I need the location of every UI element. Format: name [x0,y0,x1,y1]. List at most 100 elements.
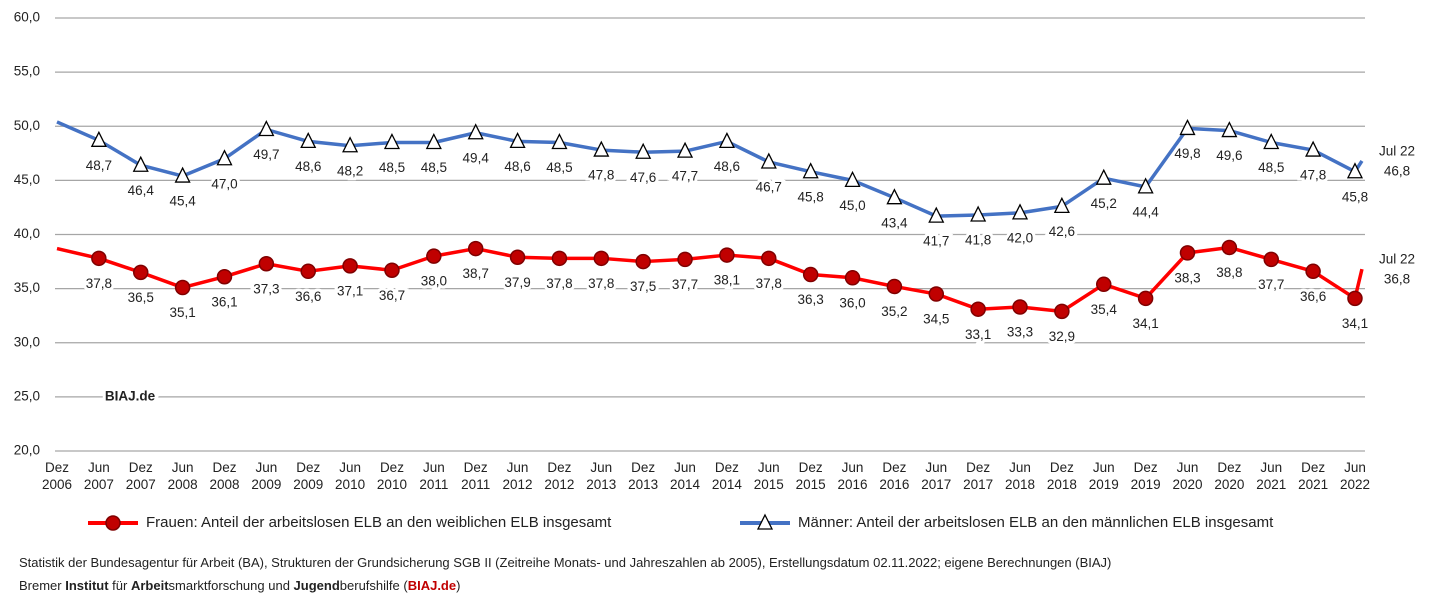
legend-label: Frauen: Anteil der arbeitslosen ELB an d… [146,514,612,531]
x-tick-label: Jun 2021 [1256,460,1287,492]
marker [467,123,484,140]
marker [174,166,191,183]
marker [1137,177,1154,194]
x-tick-label: Jun 2011 [419,460,449,492]
x-tick-label: Jun 2019 [1088,460,1119,492]
credit-part: berufshilfe ( [339,578,408,593]
x-tick-label: Dez 2012 [544,460,575,492]
x-tick-label: Dez 2019 [1130,460,1161,492]
x-tick-label: Jun 2017 [921,460,952,492]
x-tick-label: Jun 2007 [83,460,114,492]
x-tick-label: Dez 2018 [1046,460,1077,492]
x-tick-label: Jun 2009 [251,460,282,492]
credit-part: smarktforschung und [168,578,294,593]
marker [509,131,526,149]
credit-part: BIAJ.de [407,578,457,593]
credit-note: Bremer Institut für Arbeitsmarktforschun… [19,578,460,593]
value-label: 49,6 [1216,148,1242,163]
series-line [56,120,1364,218]
value-label: 34,1 [1342,316,1368,331]
value-label: 45,4 [169,194,196,209]
marker [90,130,107,147]
value-label: 45,8 [798,189,824,204]
marker [342,258,358,274]
marker [1346,162,1364,179]
marker [676,141,694,158]
latest-label: Jul 22 [1379,143,1415,158]
marker [1096,276,1112,293]
marker [802,266,819,283]
marker [1179,245,1196,261]
value-label: 37,3 [253,281,279,296]
value-label: 42,6 [1049,224,1075,239]
x-tick-label: Jun 2013 [586,460,617,492]
value-label: 47,6 [630,170,656,185]
marker [174,279,191,296]
value-label: 36,5 [128,290,154,305]
value-label: 49,8 [1174,146,1200,161]
marker [1011,203,1029,220]
value-label: 47,8 [1300,168,1326,183]
legend-label: Männer: Anteil der arbeitslosen ELB an d… [798,514,1274,531]
marker [1054,303,1070,320]
x-tick-label: Jun 2022 [1339,460,1370,492]
value-label: 33,1 [965,327,991,342]
marker [928,286,945,302]
value-label: 48,6 [295,159,321,174]
marker [300,131,317,149]
x-tick-label: Dez 2014 [711,460,742,492]
marker [802,162,819,179]
credit-part: Bremer [19,578,66,593]
marker [551,250,568,267]
value-label: 36,6 [295,289,321,304]
value-label: 49,7 [253,147,279,162]
x-tick-label: Dez 2021 [1298,460,1329,492]
value-label: 41,7 [923,234,949,249]
x-tick-label: Dez 2008 [209,460,240,492]
value-label: 38,1 [714,273,740,288]
value-label: 32,9 [1049,329,1075,344]
value-label: 44,4 [1132,204,1159,219]
y-tick-label: 25,0 [14,388,40,403]
marker [928,206,945,223]
marker [970,205,987,222]
x-tick-label: Dez 2011 [461,460,491,492]
marker [635,253,651,270]
value-label: 45,8 [1342,189,1368,204]
x-tick-label: Jun 2016 [837,460,868,492]
marker [886,278,903,295]
value-label: 35,4 [1091,302,1118,317]
value-label: 48,5 [546,160,572,175]
y-tick-label: 55,0 [14,64,40,79]
y-tick-label: 40,0 [14,226,40,241]
x-tick-label: Dez 2006 [41,460,73,492]
credit-part: für [108,578,131,593]
value-label: 48,6 [504,159,530,174]
marker [132,264,149,281]
latest-value-label: 46,8 [1384,163,1410,178]
marker [1221,121,1238,138]
value-label: 36,3 [798,292,824,307]
value-label: 37,1 [337,283,363,298]
value-label: 46,4 [128,183,155,198]
marker [426,248,442,264]
marker [300,263,316,280]
value-label: 37,8 [756,276,782,291]
marker [425,133,442,150]
value-label: 42,0 [1007,230,1033,245]
x-tick-label: Dez 2010 [376,460,407,492]
marker [760,152,777,169]
x-tick-label: Jun 2014 [670,460,701,492]
value-label: 36,1 [211,294,237,309]
value-label: 37,8 [588,276,614,291]
value-label: 38,0 [421,274,447,289]
x-tick-label: Dez 2013 [628,460,659,492]
credit-part: Institut [65,578,109,593]
value-label: 35,1 [169,305,195,320]
marker [342,136,359,153]
value-label: 36,6 [1300,289,1326,304]
marker [844,170,861,188]
x-tick-label: Dez 2015 [795,460,826,492]
x-tick-label: Jun 2012 [502,460,533,492]
